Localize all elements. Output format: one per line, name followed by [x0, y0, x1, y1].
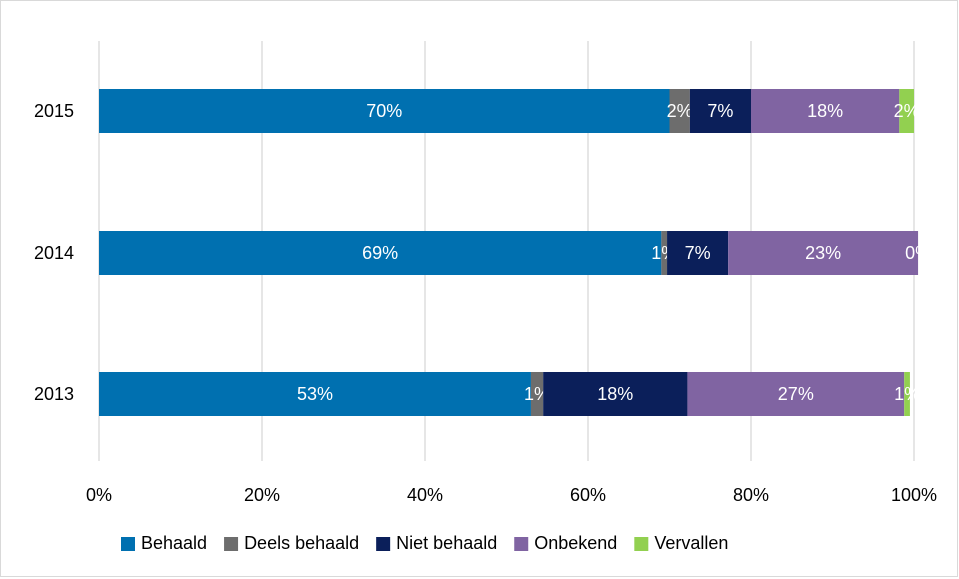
legend-label: Onbekend [534, 533, 617, 553]
legend-label: Deels behaald [244, 533, 359, 553]
data-label: 7% [707, 101, 733, 121]
x-tick-label: 40% [407, 485, 443, 505]
legend-label: Vervallen [654, 533, 728, 553]
bar-segment-onbekend [687, 372, 905, 416]
bar-segment-behaald [99, 231, 662, 275]
data-label: 18% [597, 384, 633, 404]
x-tick-label: 100% [891, 485, 937, 505]
bar-segment-vervallen [904, 372, 910, 416]
bar-segment-onbekend [751, 89, 900, 133]
data-label: 2% [667, 101, 693, 121]
x-tick-label: 60% [570, 485, 606, 505]
data-label: 1% [894, 384, 920, 404]
data-label: 18% [807, 101, 843, 121]
category-label: 2015 [34, 101, 74, 121]
x-tick-label: 80% [733, 485, 769, 505]
bar-segment-vervallen [899, 89, 914, 133]
legend-label: Behaald [141, 533, 207, 553]
data-label: 70% [366, 101, 402, 121]
data-label: 23% [805, 243, 841, 263]
legend-label: Niet behaald [396, 533, 497, 553]
data-label: 69% [362, 243, 398, 263]
bar-segment-behaald [99, 89, 670, 133]
legend-swatch-deels-behaald [224, 537, 239, 551]
bar-segment-niet-behaald [667, 231, 729, 275]
bar-segment-deels-behaald [530, 372, 544, 416]
x-tick-label: 0% [86, 485, 112, 505]
bar-segment-deels-behaald [661, 231, 668, 275]
bar-segment-niet-behaald [543, 372, 688, 416]
category-label: 2013 [34, 384, 74, 404]
x-tick-label: 20% [244, 485, 280, 505]
bar-segment-deels-behaald [669, 89, 690, 133]
legend-swatch-niet-behaald [376, 537, 391, 551]
legend-swatch-behaald [121, 537, 135, 551]
data-label: 27% [778, 384, 814, 404]
data-label: 0% [905, 243, 931, 263]
legend-swatch-vervallen [634, 537, 649, 551]
legend-swatch-onbekend [514, 537, 529, 551]
bar-segment-niet-behaald [689, 89, 751, 133]
data-label: 7% [685, 243, 711, 263]
category-label: 2014 [34, 243, 74, 263]
data-label: 2% [894, 101, 920, 121]
data-label: 53% [297, 384, 333, 404]
bar-segment-behaald [99, 372, 531, 416]
bar-segment-onbekend [728, 231, 919, 275]
